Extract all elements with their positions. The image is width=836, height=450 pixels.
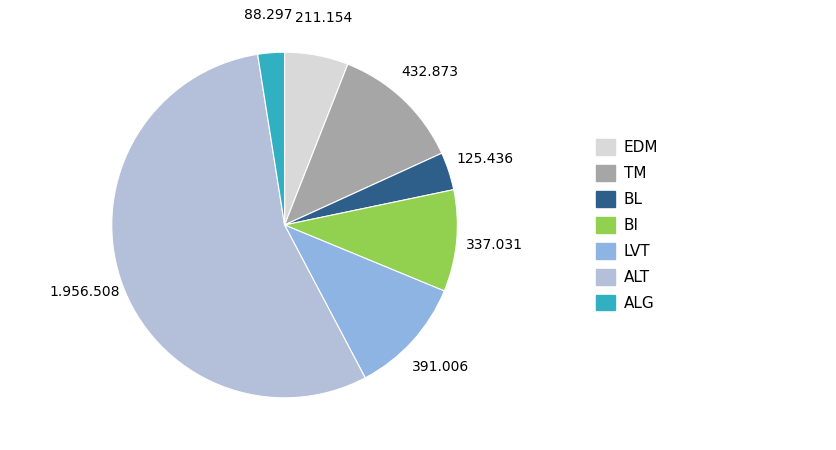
Wedge shape (257, 52, 284, 225)
Text: 1.956.508: 1.956.508 (49, 284, 120, 298)
Wedge shape (112, 54, 364, 398)
Text: 337.031: 337.031 (466, 238, 522, 252)
Wedge shape (284, 225, 444, 378)
Text: 88.297: 88.297 (243, 8, 292, 22)
Wedge shape (284, 189, 456, 291)
Text: 432.873: 432.873 (400, 65, 457, 79)
Text: 391.006: 391.006 (411, 360, 468, 374)
Legend: EDM, TM, BL, BI, LVT, ALT, ALG: EDM, TM, BL, BI, LVT, ALT, ALG (589, 133, 664, 317)
Text: 211.154: 211.154 (295, 11, 352, 25)
Wedge shape (284, 52, 348, 225)
Wedge shape (284, 64, 441, 225)
Text: 125.436: 125.436 (456, 152, 512, 166)
Wedge shape (284, 153, 453, 225)
